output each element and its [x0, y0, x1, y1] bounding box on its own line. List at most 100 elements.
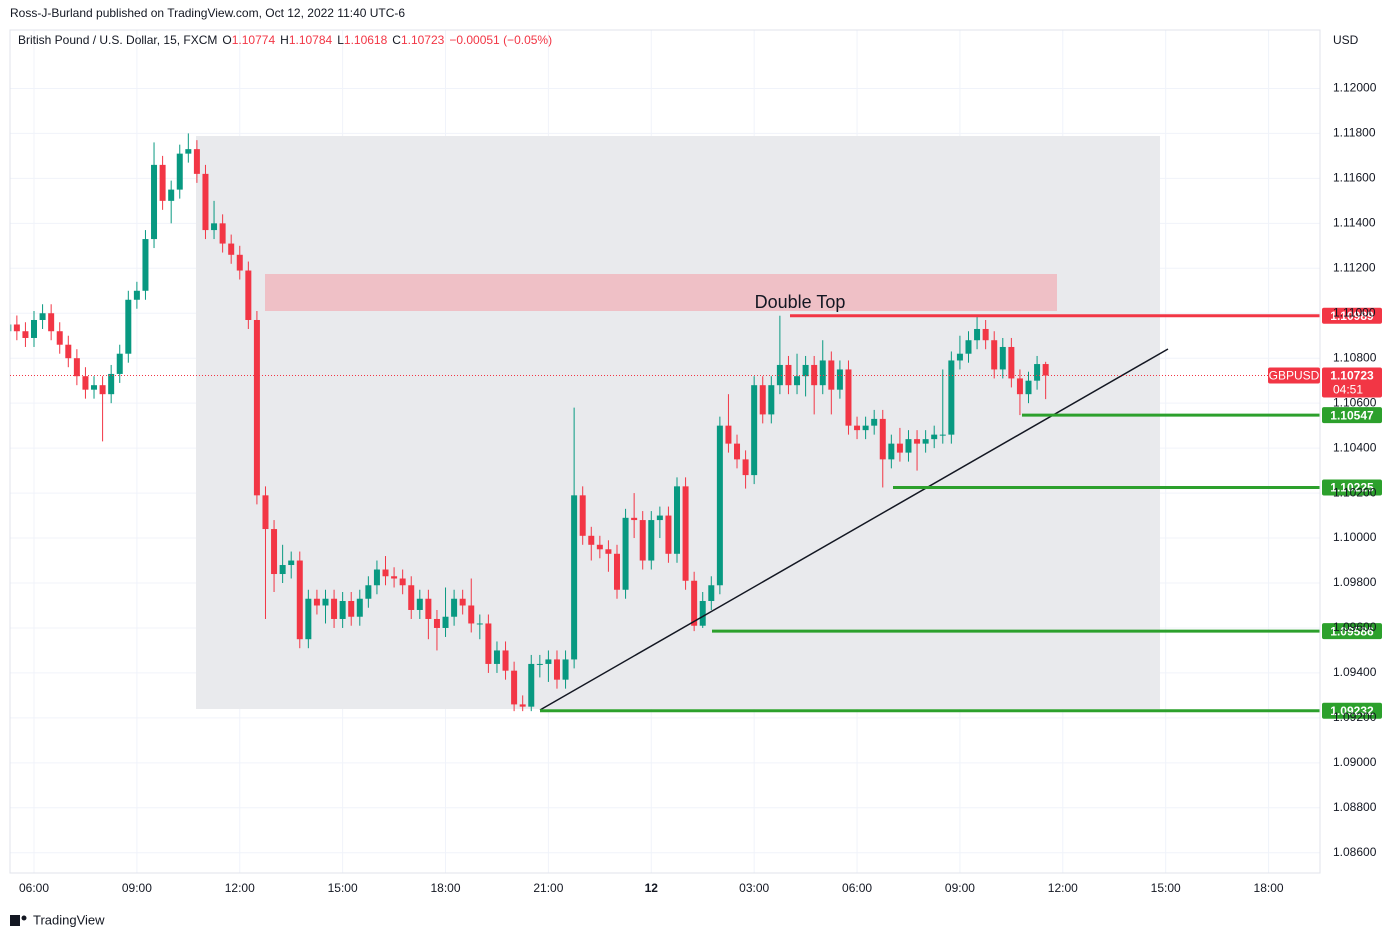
candle-body: [296, 560, 303, 640]
x-tick-label: 15:00: [1151, 881, 1181, 895]
y-tick-label: 1.11000: [1333, 305, 1376, 319]
ohlc-value: 1.10774: [232, 33, 276, 47]
candle-body: [10, 324, 12, 332]
candle-body: [125, 299, 132, 354]
x-tick-label: 18:00: [1254, 881, 1284, 895]
candle-body: [348, 600, 355, 617]
candle-body: [91, 385, 98, 390]
candle-body: [82, 376, 89, 390]
y-tick-label: 1.10400: [1333, 440, 1377, 454]
y-tick-label: 1.09200: [1333, 710, 1377, 724]
candle-body: [442, 616, 449, 628]
ohlc-value: 1.10618: [344, 33, 388, 47]
candle-body: [1016, 378, 1023, 395]
y-tick-label: 1.10600: [1333, 395, 1377, 409]
candle-body: [682, 486, 689, 581]
candle-body: [708, 585, 715, 601]
candle-body: [382, 569, 389, 577]
legend-title: British Pound / U.S. Dollar, 15, FXCM: [18, 33, 217, 47]
trend-line: [539, 348, 1169, 711]
candle-body: [116, 353, 123, 374]
ohlc-value: 1.10723: [401, 33, 445, 47]
candle-body: [13, 324, 20, 332]
candle-body: [854, 425, 861, 431]
candle-body: [468, 605, 475, 624]
candle-body: [991, 340, 998, 370]
candle-body: [965, 340, 972, 354]
x-tick-label: 06:00: [842, 881, 872, 895]
candle-body: [228, 243, 235, 255]
candle-body: [836, 369, 843, 390]
candle-body: [459, 598, 466, 606]
candle-body: [1025, 380, 1032, 395]
resistance-zone: [265, 274, 1057, 311]
legend: British Pound / U.S. Dollar, 15, FXCM O1.…: [18, 33, 552, 47]
level-tag: [1322, 623, 1382, 640]
candle-body: [896, 443, 903, 453]
candle-body: [56, 331, 63, 345]
x-tick-label: 18:00: [431, 881, 461, 895]
y-tick-label: 1.09800: [1333, 575, 1377, 589]
level-tag: [1322, 307, 1382, 324]
candle-body: [262, 495, 269, 530]
candle-body: [871, 418, 878, 426]
candle-body: [716, 425, 723, 586]
x-tick-label: 06:00: [19, 881, 49, 895]
candle-body: [982, 328, 989, 341]
ohlc-label: O: [222, 33, 231, 47]
candles: [10, 133, 1049, 712]
candle-body: [725, 425, 732, 444]
y-tick-label: 1.09400: [1333, 665, 1377, 679]
candle-body: [605, 549, 612, 554]
symbol-label: GBPUSD: [1269, 369, 1320, 383]
y-tick-label: 1.09000: [1333, 755, 1377, 769]
candle-body: [699, 600, 706, 626]
candle-body: [22, 331, 29, 338]
candle-body: [674, 486, 681, 554]
y-tick-label: 1.10000: [1333, 530, 1377, 544]
candle-body: [211, 223, 218, 231]
candle-body: [236, 254, 243, 271]
candle-body: [108, 373, 115, 395]
candle-body: [219, 223, 226, 244]
levels: 1.10989 1.10547 1.10225 1.09586 1.09232: [540, 307, 1382, 719]
logo: [21, 915, 27, 921]
candle-body: [776, 364, 783, 386]
candle-body: [588, 535, 595, 545]
candle-body: [939, 434, 946, 436]
candle-body: [751, 385, 758, 476]
candle-body: [528, 663, 535, 707]
candle-body: [176, 153, 183, 190]
candle-body: [948, 360, 955, 435]
candle-body: [562, 659, 569, 680]
candle-body: [1008, 346, 1015, 379]
logo: [10, 915, 20, 926]
candle-body: [39, 313, 46, 320]
candle-body: [656, 515, 663, 521]
candle-body: [313, 598, 320, 606]
candle-body: [168, 189, 175, 201]
candle-body: [922, 439, 929, 444]
candle-body: [879, 418, 886, 460]
change-label: −0.00051 (−0.05%): [449, 33, 552, 47]
ohlc-label: H: [280, 33, 289, 47]
candle-body: [391, 576, 398, 579]
candle-body: [845, 369, 852, 426]
candle-body: [828, 360, 835, 390]
y-tick-label: 1.10800: [1333, 350, 1377, 364]
candle-body: [99, 385, 106, 395]
candle-body: [956, 353, 963, 361]
level-label: 1.10547: [1330, 408, 1374, 422]
candle-body: [974, 328, 981, 341]
candle-body: [425, 598, 432, 619]
candle-body: [519, 704, 526, 707]
candle-body: [133, 290, 140, 300]
y-tick-label: 1.12000: [1333, 81, 1377, 95]
level-label: 1.10989: [1330, 309, 1374, 323]
candle-body: [279, 565, 286, 575]
candle-body: [742, 459, 749, 476]
candle-body: [999, 346, 1006, 370]
candle-body: [485, 623, 492, 664]
candle-body: [785, 364, 792, 386]
